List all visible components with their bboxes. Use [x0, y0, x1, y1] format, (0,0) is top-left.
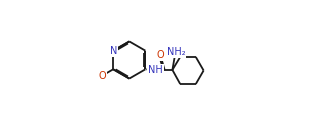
Text: O: O [98, 71, 106, 81]
Text: N: N [110, 46, 117, 56]
Text: O: O [157, 51, 164, 60]
Text: NH₂: NH₂ [167, 47, 185, 57]
Text: NH: NH [148, 65, 163, 75]
